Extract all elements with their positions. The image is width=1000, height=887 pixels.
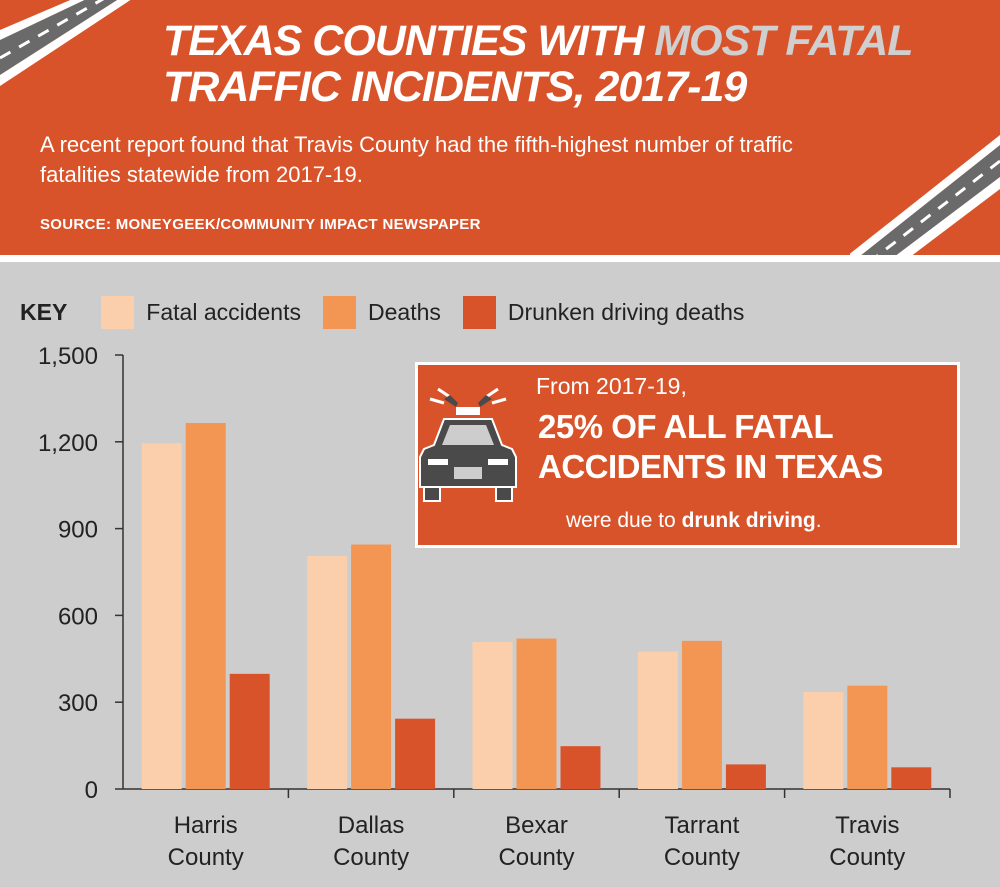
x-category-label: County <box>829 844 905 871</box>
y-tick-label: 0 <box>85 777 98 804</box>
x-category-label: Bexar <box>505 812 568 839</box>
header-banner: TEXAS COUNTIES WITH MOST FATAL TRAFFIC IN… <box>0 0 1000 255</box>
source-note: SOURCE: MONEYGEEK/COMMUNITY IMPACT NEWSP… <box>40 216 481 233</box>
title-part2: TRAFFIC INCIDENTS, 2017-19 <box>163 63 747 111</box>
x-category-label: Tarrant <box>665 812 740 839</box>
x-category-label: County <box>664 844 740 871</box>
bar-fatal-accidents <box>141 443 182 789</box>
x-category-label: County <box>498 844 574 871</box>
legend-key-label: KEY <box>20 298 68 325</box>
police-car-icon <box>419 387 517 502</box>
bar-drunken-driving-deaths <box>725 764 766 789</box>
callout-line-4-bold: drunk driving <box>681 509 816 532</box>
x-category-label: County <box>168 844 244 871</box>
x-category-label: Travis <box>835 812 899 839</box>
callout-line-3: ACCIDENTS IN TEXAS <box>538 448 883 485</box>
y-tick-label: 600 <box>58 603 98 630</box>
legend: KEY Fatal accidents Deaths Drunken drivi… <box>20 295 766 329</box>
legend-swatch-deaths <box>323 295 356 329</box>
legend-swatch-fatal-accidents <box>101 295 135 329</box>
x-category-label: County <box>333 844 409 871</box>
bar-deaths <box>516 638 557 789</box>
bar-drunken-driving-deaths <box>229 673 270 789</box>
bar-fatal-accidents <box>472 642 513 789</box>
x-category-label: Dallas <box>338 812 405 839</box>
bar-deaths <box>681 640 722 789</box>
callout-line-1: From 2017-19, <box>536 373 687 399</box>
callout-box: From 2017-19, 25% OF ALL FATAL ACCIDENTS… <box>415 362 960 548</box>
y-tick-label: 1,200 <box>38 430 98 457</box>
bar-deaths <box>847 685 888 789</box>
bar-drunken-driving-deaths <box>891 767 932 789</box>
callout-line-2: 25% OF ALL FATAL <box>538 408 834 445</box>
title-highlight: MOST FATAL <box>654 17 913 65</box>
bar-fatal-accidents <box>803 692 844 789</box>
legend-label-drunken-driving-deaths: Drunken driving deaths <box>507 298 745 325</box>
legend-item-drunken-driving-deaths: Drunken driving deaths <box>462 295 745 329</box>
chart-title: TEXAS COUNTIES WITH MOST FATAL TRAFFIC IN… <box>163 18 993 110</box>
legend-item-fatal-accidents: Fatal accidents <box>101 295 301 329</box>
callout-headline: 25% OF ALL FATAL ACCIDENTS IN TEXAS <box>538 407 883 487</box>
callout-line-4-post: . <box>815 509 822 532</box>
y-tick-label: 1,500 <box>38 343 98 370</box>
callout-line-4-pre: were due to <box>566 509 682 532</box>
bar-deaths <box>185 422 226 789</box>
legend-label-deaths: Deaths <box>368 298 441 325</box>
bar-drunken-driving-deaths <box>395 718 436 789</box>
x-category-label: Harris <box>174 812 238 839</box>
bar-deaths <box>351 544 392 789</box>
bar-drunken-driving-deaths <box>560 746 601 789</box>
title-part1: TEXAS COUNTIES WITH <box>163 17 655 65</box>
legend-item-deaths: Deaths <box>323 295 441 329</box>
callout-line-4: were due to drunk driving. <box>566 509 822 533</box>
road-graphic-right <box>850 135 1000 255</box>
legend-swatch-drunken-driving-deaths <box>462 295 496 329</box>
bar-fatal-accidents <box>307 556 348 789</box>
chart-subtitle: A recent report found that Travis County… <box>40 132 793 187</box>
y-tick-label: 300 <box>58 690 98 717</box>
legend-label-fatal-accidents: Fatal accidents <box>146 298 301 325</box>
road-graphic-left <box>0 0 131 86</box>
y-tick-label: 900 <box>58 517 98 544</box>
bar-fatal-accidents <box>637 651 678 789</box>
